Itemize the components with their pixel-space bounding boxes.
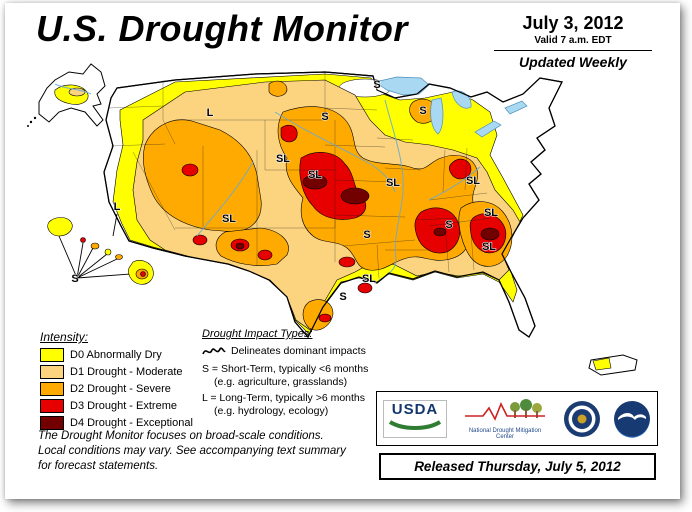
release-banner: Released Thursday, July 5, 2012: [379, 453, 656, 480]
legend-swatch: [40, 365, 64, 379]
legend-label: D2 Drought - Severe: [70, 383, 171, 395]
rivers: [196, 99, 481, 281]
legend-items: D0 Abnormally Dry D1 Drought - Moderate D2…: [40, 348, 200, 430]
ndmc-trees-icon: [465, 398, 545, 421]
legend-swatch: [40, 382, 64, 396]
legend-item: D0 Abnormally Dry: [40, 348, 200, 362]
impact-label: S: [419, 105, 426, 117]
impact-label: SL: [308, 169, 322, 181]
disclaimer-line: The Drought Monitor focuses on broad-sca…: [38, 430, 324, 442]
legend-label: D3 Drought - Extreme: [70, 400, 177, 412]
legend-label: D4 Drought - Exceptional: [70, 417, 193, 429]
impact-label: SL: [362, 273, 376, 285]
noaa-logo-icon: [614, 400, 650, 438]
intensity-legend: Intensity: D0 Abnormally Dry D1 Drought -…: [40, 330, 200, 433]
ndmc-logo: National Drought Mitigation Center: [459, 398, 551, 440]
impact-label: SL: [466, 175, 480, 187]
impact-label: SL: [386, 177, 400, 189]
lower-48: [103, 71, 563, 339]
valid-time: Valid 7 a.m. EDT: [534, 35, 612, 46]
impact-label: SL: [484, 207, 498, 219]
impact-label: L: [207, 107, 214, 119]
alaska-inset: [27, 63, 106, 127]
legend-item: D1 Drought - Moderate: [40, 365, 200, 379]
short-term-label: S = Short-Term, typically <6 months: [202, 363, 369, 375]
long-term-example: (e.g. hydrology, ecology): [214, 405, 329, 417]
disclaimer-line: for forecast statements.: [38, 460, 159, 473]
commerce-seal-icon: [564, 400, 600, 437]
legend-swatch: [40, 399, 64, 413]
impact-label: SL: [276, 153, 290, 165]
dominant-impacts-row: Delineates dominant impacts: [202, 345, 397, 357]
impacts-heading: Drought Impact Types:: [202, 328, 313, 340]
usda-logo: USDA: [383, 399, 447, 438]
state-boundaries: [108, 72, 492, 279]
dominant-impact-line-icon: [202, 347, 226, 355]
disclaimer-line: Local conditions may vary. See accompany…: [38, 445, 346, 458]
date-block: July 3, 2012 Valid 7 a.m. EDT Updated We…: [488, 13, 658, 70]
legend-item: D4 Drought - Exceptional: [40, 416, 200, 430]
long-term-label: L = Long-Term, typically >6 months: [202, 392, 366, 404]
ndmc-logo-text: National Drought Mitigation Center: [468, 427, 542, 440]
hawaii-inset: [47, 213, 154, 285]
usda-swoosh-icon: [388, 419, 442, 430]
impact-label: S: [373, 79, 380, 91]
legend-label: D1 Drought - Moderate: [70, 366, 183, 378]
legend-item: D3 Drought - Extreme: [40, 399, 200, 413]
short-term-example: (e.g. agriculture, grasslands): [214, 376, 348, 388]
puerto-rico-inset: [588, 354, 638, 376]
impact-label: S: [363, 229, 370, 241]
usda-logo-text: USDA: [391, 400, 439, 418]
date-divider: [494, 50, 652, 51]
impact-label: S: [339, 291, 346, 303]
impact-label: S: [445, 219, 452, 231]
legend-heading: Intensity:: [40, 330, 89, 344]
legend-item: D2 Drought - Severe: [40, 382, 200, 396]
release-date: Released Thursday, July 5, 2012: [414, 459, 621, 474]
impact-label: L: [114, 201, 121, 213]
legend-label: D0 Abnormally Dry: [70, 349, 162, 361]
disclaimer: The Drought Monitor focuses on broad-sca…: [38, 429, 373, 475]
great-lakes: [374, 76, 528, 138]
d4-regions: [235, 174, 500, 250]
update-frequency: Updated Weekly: [519, 54, 627, 70]
page-title: U.S. Drought Monitor: [36, 8, 408, 49]
legend-swatch: [40, 348, 64, 362]
agency-logos: USDA National Drought Mitigation Center: [376, 391, 658, 446]
delineates-label: Delineates dominant impacts: [231, 345, 366, 357]
report-date: July 3, 2012: [522, 13, 624, 33]
impact-label: S: [71, 273, 78, 285]
impact-label: SL: [222, 213, 236, 225]
impact-label: SL: [482, 241, 496, 253]
impact-types: Drought Impact Types: Delineates dominan…: [202, 328, 397, 417]
impact-label: S: [321, 111, 328, 123]
legend-swatch: [40, 416, 64, 430]
